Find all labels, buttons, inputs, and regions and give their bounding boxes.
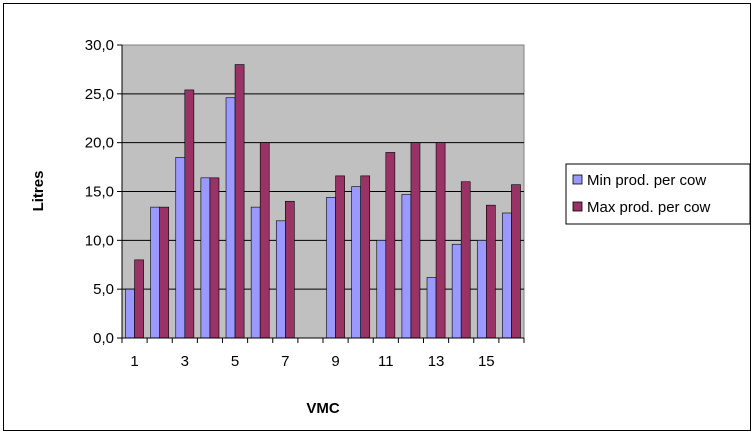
y-tick-label: 10,0 xyxy=(85,232,114,249)
x-tick-label: 9 xyxy=(331,353,339,370)
y-tick-label: 20,0 xyxy=(85,135,114,152)
legend-label-max: Max prod. per cow xyxy=(587,199,711,216)
y-axis-ticks: 0,0 5,0 10,0 15,0 20,0 25,0 30,0 xyxy=(85,37,122,347)
bar-min-5 xyxy=(225,97,236,339)
y-tick-label: 25,0 xyxy=(85,86,114,103)
bar-min-16 xyxy=(502,212,512,339)
bar-max-14 xyxy=(460,181,471,339)
bar-max-4 xyxy=(209,177,220,339)
bar-max-15 xyxy=(486,204,496,339)
bar-min-6 xyxy=(250,206,261,339)
bar-min-1 xyxy=(125,288,135,339)
bar-min-9 xyxy=(326,197,336,339)
bar-max-10 xyxy=(360,175,371,339)
bar-max-3 xyxy=(184,89,195,339)
x-tick-label: 11 xyxy=(378,353,394,370)
x-tick-label: 13 xyxy=(428,353,445,370)
bar-min-12 xyxy=(401,194,412,339)
bar-min-7 xyxy=(275,220,286,339)
x-axis-title: VMC xyxy=(306,400,340,417)
bar-max-6 xyxy=(259,142,270,339)
bar-max-13 xyxy=(435,142,446,339)
bar-chart: 0,05,010,015,020,025,030,0 1 3 5 7 9 11 13 15 L… xyxy=(3,3,751,431)
y-tick-label: 0,0 xyxy=(93,330,114,347)
bar-min-10 xyxy=(351,186,361,339)
bar-max-5 xyxy=(234,64,245,339)
bar-max-12 xyxy=(410,142,421,339)
y-tick-label: 30,0 xyxy=(85,37,114,54)
legend-swatch-max xyxy=(572,201,583,212)
x-tick-label: 5 xyxy=(231,353,239,370)
bar-min-15 xyxy=(476,240,487,339)
bar-max-2 xyxy=(159,206,170,339)
bar-min-3 xyxy=(175,157,186,339)
y-tick-label: 15,0 xyxy=(85,184,114,201)
x-tick-label: 3 xyxy=(181,353,189,370)
bar-min-11 xyxy=(376,240,387,339)
x-tick-label: 15 xyxy=(478,353,495,370)
legend-box xyxy=(565,163,751,225)
bar-min-4 xyxy=(200,177,211,339)
legend-label-min: Min prod. per cow xyxy=(587,172,706,189)
x-axis-ticks: 1 3 5 7 9 11 13 15 xyxy=(121,338,525,370)
bar-max-16 xyxy=(511,184,521,339)
y-axis-title: Litres xyxy=(30,171,47,212)
bar-max-11 xyxy=(385,152,396,339)
legend: Min prod. per cow Max prod. per cow xyxy=(565,163,751,225)
x-tick-label: 7 xyxy=(281,353,289,370)
x-tick-label: 1 xyxy=(130,353,138,370)
legend-swatch-min xyxy=(572,174,583,185)
bars xyxy=(125,64,521,339)
chart-area: 0,0 5,0 10,0 15,0 20,0 25,0 30,0 1 3 5 7 9 11 13 15 L… xyxy=(3,3,751,431)
bar-max-1 xyxy=(134,259,144,339)
bar-min-13 xyxy=(426,277,437,339)
bar-min-2 xyxy=(150,206,160,339)
bar-min-14 xyxy=(451,243,462,339)
bar-max-7 xyxy=(285,200,295,339)
bar-max-9 xyxy=(335,175,345,339)
y-tick-label: 5,0 xyxy=(93,281,114,298)
